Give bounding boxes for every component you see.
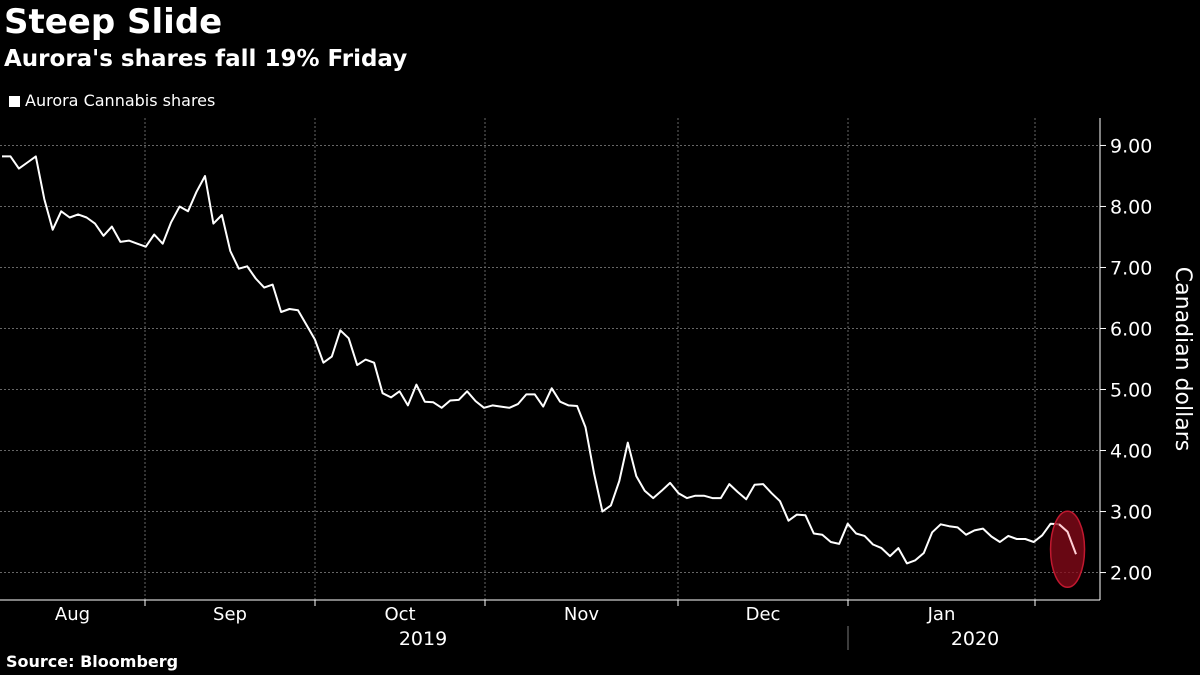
chart-title: Steep Slide [4, 2, 223, 42]
source-note: Source: Bloomberg [6, 652, 179, 671]
x-tick-label: Aug [55, 604, 90, 625]
chart-subtitle: Aurora's shares fall 19% Friday [4, 46, 408, 72]
x-tick-label: Sep [213, 604, 247, 625]
y-tick-label: 7.00 [1110, 257, 1152, 279]
y-tick-label: 6.00 [1110, 318, 1152, 340]
y-tick-label: 8.00 [1110, 196, 1152, 218]
series [2, 155, 1077, 565]
annotation [1049, 510, 1086, 589]
highlight-ellipse [1049, 510, 1086, 589]
legend: Aurora Cannabis shares [9, 90, 215, 112]
series-line-highlighted-segment [1058, 523, 1077, 555]
y-tick-label: 9.00 [1110, 135, 1152, 157]
legend-label: Aurora Cannabis shares [25, 91, 216, 110]
x-tick-label: Jan [927, 604, 956, 625]
y-axis-label: Canadian dollars [1170, 267, 1195, 451]
axes: 2.00 3.00 4.00 5.00 6.00 7.00 8.00 9.00 Aug Sep Oc… [0, 118, 1195, 650]
year-label: 2020 [951, 628, 999, 650]
x-tick-label: Nov [564, 604, 599, 625]
y-tick-label: 2.00 [1110, 563, 1152, 585]
x-tick-label: Oct [384, 604, 415, 625]
y-tick-label: 3.00 [1110, 502, 1152, 524]
x-tick-label: Dec [746, 604, 781, 625]
grid [0, 118, 1100, 600]
y-tick-label: 5.00 [1110, 380, 1152, 402]
year-label: 2019 [399, 628, 447, 650]
legend-swatch [9, 95, 20, 107]
series-line-aurora [2, 155, 1077, 565]
y-tick-label: 4.00 [1110, 441, 1152, 463]
